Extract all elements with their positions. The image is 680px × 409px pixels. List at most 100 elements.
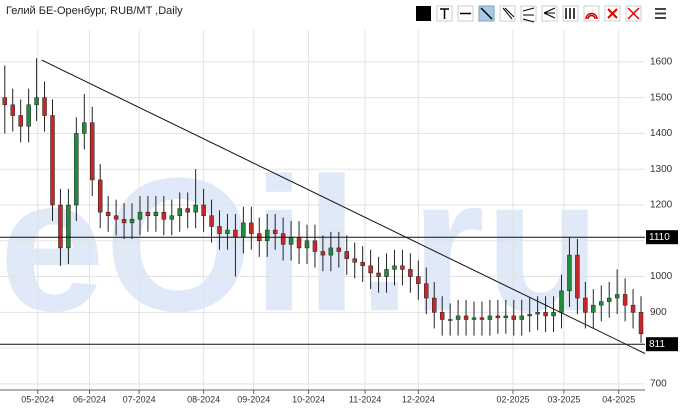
plot: 700800900100011001200130014001500160005-…	[0, 30, 678, 404]
candle-body	[225, 229, 230, 234]
candle-body	[511, 315, 517, 320]
candle-body	[463, 315, 469, 320]
candle-body	[312, 240, 318, 252]
level-label: 811	[649, 339, 665, 350]
x-tick-label: 05-2024	[21, 394, 54, 404]
candle-body	[447, 319, 453, 321]
candle-body	[50, 115, 55, 206]
candle-body	[638, 312, 644, 335]
menu-button[interactable]	[655, 8, 666, 19]
tool-text[interactable]	[436, 5, 453, 22]
candle-body	[233, 229, 238, 238]
candle-body	[439, 312, 445, 320]
candle-body	[26, 104, 31, 127]
candle-body	[2, 97, 8, 106]
y-tick-label: 1600	[650, 56, 673, 67]
tool-ray[interactable]	[499, 5, 516, 22]
tool-color[interactable]	[416, 6, 431, 21]
candle-body	[479, 317, 485, 320]
candle-body	[543, 312, 548, 317]
y-tick-label: 1200	[650, 200, 673, 211]
candle-body	[328, 247, 334, 256]
candle-body	[34, 97, 39, 106]
candle-body	[169, 215, 175, 220]
candle-body	[249, 222, 254, 234]
candle-body	[352, 258, 357, 263]
candle-body	[408, 269, 413, 277]
candle-body	[630, 304, 636, 313]
candle-body	[288, 236, 294, 245]
y-tick-label: 700	[650, 379, 667, 390]
candle-body	[400, 265, 405, 270]
level-label-box	[646, 337, 678, 352]
candle-body	[241, 222, 246, 238]
candle-body	[145, 211, 151, 216]
tool-fib[interactable]	[562, 5, 579, 22]
level-label: 1110	[649, 232, 670, 243]
tool-arc[interactable]	[583, 5, 600, 22]
candle-body	[272, 229, 278, 234]
candle-body	[18, 115, 23, 127]
candle-body	[201, 204, 206, 216]
candle-body	[416, 276, 421, 284]
candle-body	[583, 297, 588, 313]
candle-body	[360, 261, 365, 267]
tool-fan[interactable]	[541, 5, 558, 22]
candle-body	[10, 104, 15, 116]
candle-body	[519, 315, 524, 320]
candle-body	[74, 133, 79, 206]
candle-body	[575, 254, 580, 299]
candle-body	[567, 254, 572, 292]
candle-body	[487, 315, 493, 320]
candle-body	[42, 97, 47, 116]
y-tick-label: 1300	[650, 164, 673, 175]
x-tick-label: 08-2024	[187, 394, 220, 404]
candle-body	[97, 179, 103, 213]
candle-body	[129, 219, 135, 224]
tool-hline[interactable]	[457, 5, 474, 22]
candle-body	[559, 290, 564, 313]
candle-body	[105, 211, 111, 216]
candle-body	[614, 294, 620, 299]
candle-body	[551, 312, 556, 317]
candle-body	[384, 269, 389, 277]
candle-body	[185, 208, 190, 213]
x-tick-label: 02-2025	[496, 394, 529, 404]
candle-body	[599, 301, 604, 306]
candle-body	[58, 204, 63, 249]
tool-channel[interactable]	[520, 5, 537, 23]
y-tick-label: 1500	[650, 92, 673, 103]
candle-body	[264, 229, 270, 242]
candle-body	[280, 233, 286, 245]
x-tick-label: 04-2025	[602, 394, 635, 404]
x-tick-label: 09-2024	[237, 394, 270, 404]
candle-body	[368, 265, 373, 274]
candle-body	[471, 317, 477, 320]
x-tick-label: 12-2024	[402, 394, 435, 404]
y-tick-label: 900	[650, 307, 667, 318]
y-tick-label: 1400	[650, 128, 673, 139]
tool-delete-all[interactable]	[625, 5, 642, 22]
candle-body	[424, 283, 429, 299]
candle-body	[113, 215, 119, 220]
x-tick-label: 03-2025	[547, 394, 580, 404]
trend-line	[41, 59, 646, 354]
candle-body	[304, 240, 310, 249]
candle-body	[495, 315, 501, 318]
candle-body	[320, 251, 326, 256]
candle-body	[392, 265, 397, 270]
x-tick-label: 06-2024	[73, 394, 106, 404]
level-label-box	[646, 230, 678, 245]
candle-body	[535, 312, 540, 315]
candle-body	[336, 247, 342, 252]
candle-body	[591, 304, 596, 313]
tool-delete[interactable]	[604, 5, 621, 22]
y-tick-label: 1000	[650, 271, 673, 282]
x-tick-label: 11-2024	[349, 394, 381, 404]
candle-body	[177, 208, 182, 216]
x-tick-label: 07-2024	[123, 394, 156, 404]
candle-body	[90, 122, 95, 181]
tool-trend[interactable]	[478, 5, 495, 22]
candle-body	[432, 297, 437, 313]
